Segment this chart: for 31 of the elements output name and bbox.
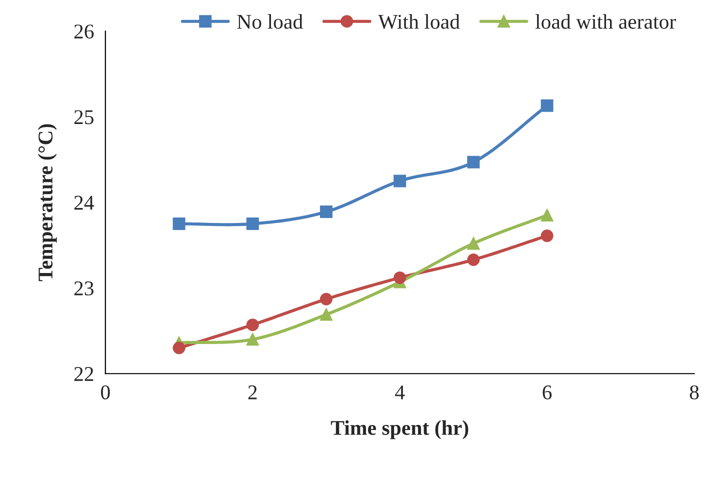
- point: [467, 156, 480, 168]
- y-tick-label: 22: [74, 367, 94, 381]
- point: [394, 174, 406, 188]
- x-tick-label: 4: [395, 385, 405, 400]
- legend-label: No load: [237, 14, 303, 29]
- x-tick-label: 6: [542, 385, 552, 400]
- x-tick-label: 0: [101, 385, 110, 400]
- point: [246, 318, 259, 332]
- point: [540, 208, 554, 222]
- y-tick-label: 23: [74, 281, 94, 296]
- y-tick-label: 25: [74, 110, 94, 124]
- legend-label: load with aerator: [535, 14, 676, 29]
- x-axis-title: Time spent (hr): [330, 420, 468, 440]
- point: [246, 218, 259, 230]
- y-tick-label: 26: [74, 24, 94, 39]
- x-tick-label: 8: [690, 385, 699, 400]
- point: [467, 237, 480, 250]
- point: [172, 342, 186, 354]
- point: [540, 230, 554, 242]
- point: [320, 206, 332, 218]
- point: [540, 99, 554, 112]
- point: [394, 271, 406, 284]
- point: [320, 308, 332, 321]
- point: [467, 253, 480, 266]
- legend-label: With load: [378, 14, 460, 29]
- point: [320, 292, 332, 306]
- x-tick-label: 2: [248, 385, 257, 400]
- y-axis-title: Temperature (°C): [38, 124, 57, 282]
- point: [246, 333, 259, 346]
- y-tick-label: 24: [74, 196, 94, 210]
- point: [172, 218, 186, 230]
